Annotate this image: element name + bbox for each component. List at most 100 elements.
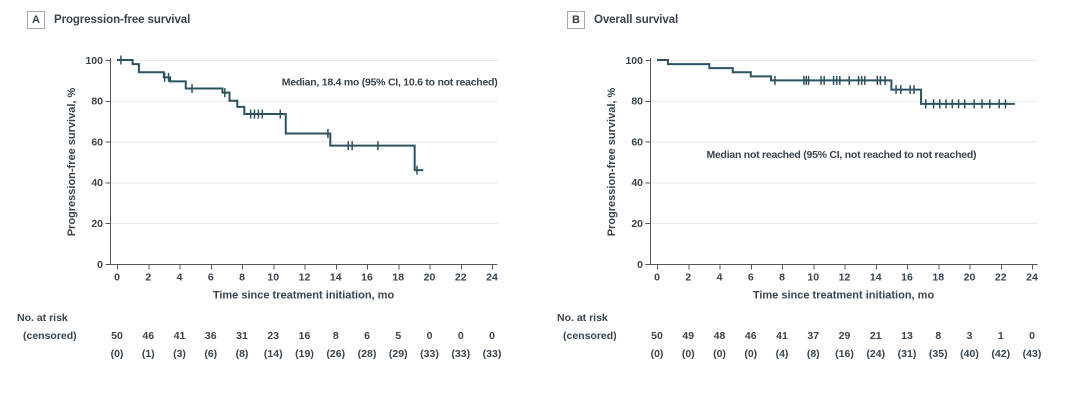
panel-b-header: B Overall survival [567, 11, 678, 29]
at-risk-count: 6 [364, 330, 370, 342]
y-axis-title: Progression-free survival, % [606, 88, 618, 237]
y-tick-label: 80 [631, 96, 643, 108]
x-axis-title: Time since treatment initiation, mo [213, 290, 395, 302]
y-axis-title: Progression-free survival, % [66, 88, 78, 237]
x-tick-label: 12 [299, 272, 311, 284]
y-tick-label: 60 [91, 136, 103, 148]
censored-count: (0) [682, 348, 695, 360]
at-risk-subheader: (censored) [23, 330, 77, 342]
median-annotation: Median not reached (95% CI, not reached … [706, 149, 976, 161]
at-risk-count: 50 [111, 330, 123, 342]
censored-count: (35) [929, 348, 948, 360]
at-risk-count: 0 [489, 330, 495, 342]
km-step-curve [117, 59, 424, 172]
at-risk-count: 0 [1029, 330, 1035, 342]
censored-count: (26) [326, 348, 345, 360]
x-tick-label: 6 [208, 272, 214, 284]
panel-overall-survival: B Overall survival 0 20 40 60 80 100 0 2 4 6 8 10 12… [540, 0, 1080, 400]
at-risk-count: 46 [142, 330, 154, 342]
panel-a-header: A Progression-free survival [27, 11, 190, 29]
censored-count: (28) [358, 348, 377, 360]
censored-count: (1) [142, 348, 155, 360]
at-risk-count: 41 [174, 330, 186, 342]
x-tick-label: 16 [361, 272, 373, 284]
at-risk-count: 5 [395, 330, 401, 342]
panel-b-title: Overall survival [594, 14, 679, 26]
censored-count: (33) [483, 348, 502, 360]
at-risk-count: 29 [839, 330, 851, 342]
y-tick-label: 20 [631, 218, 643, 230]
x-tick-label: 2 [145, 272, 151, 284]
at-risk-subheader: (censored) [563, 330, 617, 342]
at-risk-count: 3 [967, 330, 973, 342]
x-tick-label: 8 [239, 272, 245, 284]
x-tick-label: 0 [114, 272, 120, 284]
x-tick-label: 8 [779, 272, 785, 284]
x-tick-label: 14 [330, 272, 342, 284]
censored-count: (33) [451, 348, 470, 360]
at-risk-count: 8 [333, 330, 339, 342]
x-tick-label: 0 [654, 272, 660, 284]
x-tick-label: 20 [964, 272, 976, 284]
x-tick-label: 2 [685, 272, 691, 284]
censored-count: (33) [420, 348, 439, 360]
x-tick-label: 14 [870, 272, 882, 284]
at-risk-count: 49 [682, 330, 694, 342]
censored-count: (8) [236, 348, 249, 360]
at-risk-count: 16 [299, 330, 311, 342]
at-risk-count: 37 [807, 330, 819, 342]
panel-progression-free-survival: A Progression-free survival 0 20 40 60 80 100… [17, 11, 502, 360]
at-risk-count: 21 [870, 330, 882, 342]
panel-a-title: Progression-free survival [54, 14, 191, 26]
km-step-curve [657, 59, 1015, 105]
panel-a-badge: A [27, 11, 45, 29]
censored-count: (3) [173, 348, 186, 360]
censored-count: (0) [111, 348, 124, 360]
x-tick-label: 12 [839, 272, 851, 284]
x-tick-label: 24 [1026, 272, 1038, 284]
censored-count: (16) [835, 348, 854, 360]
censored-count: (14) [264, 348, 283, 360]
at-risk-count: 13 [901, 330, 913, 342]
at-risk-count: 41 [776, 330, 788, 342]
at-risk-count: 46 [745, 330, 757, 342]
y-tick-label: 0 [97, 259, 103, 271]
censored-count: (8) [807, 348, 820, 360]
x-tick-label: 10 [807, 272, 819, 284]
x-tick-label: 22 [455, 272, 467, 284]
y-tick-label: 40 [631, 177, 643, 189]
x-tick-label: 10 [267, 272, 279, 284]
x-tick-label: 24 [486, 272, 498, 284]
y-tick-label: 80 [91, 96, 103, 108]
at-risk-count: 48 [714, 330, 726, 342]
censored-count: (4) [776, 348, 789, 360]
censored-count: (6) [204, 348, 217, 360]
censored-count: (0) [713, 348, 726, 360]
at-risk-count: 8 [935, 330, 941, 342]
x-tick-label: 18 [932, 272, 944, 284]
x-axis-title: Time since treatment initiation, mo [753, 290, 935, 302]
x-tick-label: 18 [392, 272, 404, 284]
at-risk-count: 1 [998, 330, 1004, 342]
median-annotation: Median, 18.4 mo (95% CI, 10.6 to not rea… [282, 76, 498, 88]
x-tick-label: 4 [177, 272, 183, 284]
at-risk-header: No. at risk [17, 312, 68, 324]
x-tick-label: 16 [901, 272, 913, 284]
y-tick-label: 100 [625, 55, 643, 67]
y-tick-label: 20 [91, 218, 103, 230]
censored-count: (42) [991, 348, 1010, 360]
censored-count: (31) [898, 348, 917, 360]
censored-count: (19) [295, 348, 314, 360]
censored-count: (0) [744, 348, 757, 360]
at-risk-count: 0 [458, 330, 464, 342]
censored-count: (43) [1023, 348, 1042, 360]
at-risk-count: 31 [236, 330, 248, 342]
censored-count: (40) [960, 348, 979, 360]
censored-count: (24) [866, 348, 885, 360]
y-tick-label: 100 [85, 55, 103, 67]
y-tick-label: 60 [631, 136, 643, 148]
at-risk-header: No. at risk [557, 312, 608, 324]
